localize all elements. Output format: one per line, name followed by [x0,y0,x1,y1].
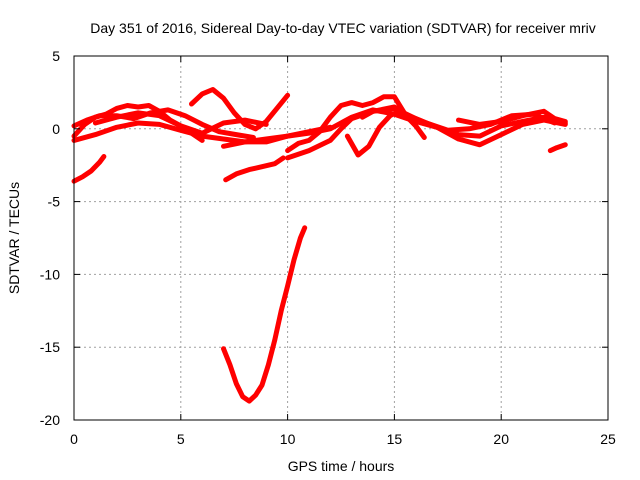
y-axis-label: SDTVAR / TECUs [6,182,22,294]
series-arc-5 [71,154,107,184]
y-tick-label: -5 [48,194,61,210]
plot-frame [73,55,609,421]
series-arc-10 [221,225,308,404]
series-arc-9 [223,155,286,183]
x-tick-label: 0 [70,431,78,447]
y-tick-label: -15 [40,339,60,355]
x-axis-label: GPS time / hours [288,458,395,474]
chart-title: Day 351 of 2016, Sidereal Day-to-day VTE… [90,20,595,36]
series-arc-4 [92,110,269,136]
x-tick-label: 15 [387,431,403,447]
y-tick-label: -10 [40,266,60,282]
x-tick-labels: 0 5 10 15 20 25 [70,431,616,447]
x-tick-label: 10 [280,431,296,447]
y-tick-label: -20 [40,412,60,428]
series-arc-15 [456,108,568,127]
series-arc-16 [547,142,568,154]
x-tick-label: 20 [493,431,509,447]
series-layer [71,87,568,404]
y-tick-labels: 5 0 -5 -10 -15 -20 [40,48,60,428]
x-tick-label: 25 [600,431,616,447]
y-tick-label: 5 [52,48,60,64]
series-arc-6 [189,87,291,132]
series-arc-2 [71,107,256,140]
y-tick-label: 0 [52,121,60,137]
series-arc-8 [285,94,419,154]
series-arc-12 [344,108,427,158]
x-tick-label: 5 [177,431,185,447]
ticks [73,55,609,421]
series-arc-13 [359,105,568,148]
